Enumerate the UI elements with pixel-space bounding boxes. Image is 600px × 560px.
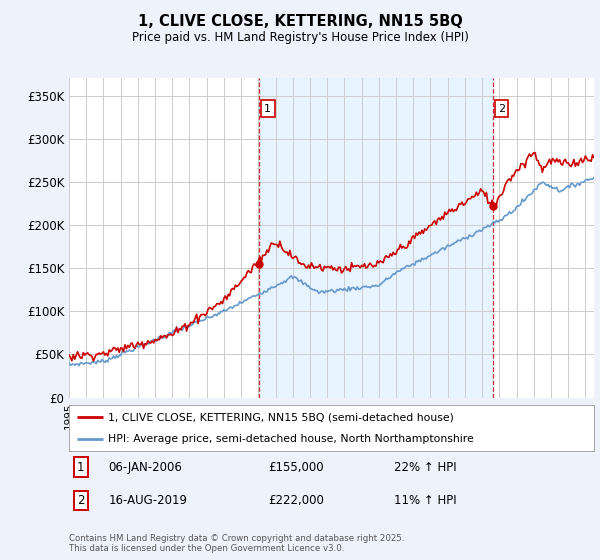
Text: Price paid vs. HM Land Registry's House Price Index (HPI): Price paid vs. HM Land Registry's House … <box>131 31 469 44</box>
Text: 22% ↑ HPI: 22% ↑ HPI <box>395 461 457 474</box>
Text: 1: 1 <box>77 461 85 474</box>
Text: 1, CLIVE CLOSE, KETTERING, NN15 5BQ: 1, CLIVE CLOSE, KETTERING, NN15 5BQ <box>137 14 463 29</box>
Text: HPI: Average price, semi-detached house, North Northamptonshire: HPI: Average price, semi-detached house,… <box>109 435 474 444</box>
Text: 1, CLIVE CLOSE, KETTERING, NN15 5BQ (semi-detached house): 1, CLIVE CLOSE, KETTERING, NN15 5BQ (sem… <box>109 412 454 422</box>
Bar <box>259 78 493 398</box>
Text: 1: 1 <box>264 104 271 114</box>
Text: 2: 2 <box>77 494 85 507</box>
Text: £155,000: £155,000 <box>269 461 324 474</box>
Text: 2: 2 <box>498 104 505 114</box>
Text: £222,000: £222,000 <box>269 494 325 507</box>
Text: Contains HM Land Registry data © Crown copyright and database right 2025.
This d: Contains HM Land Registry data © Crown c… <box>69 534 404 553</box>
Text: 06-JAN-2006: 06-JAN-2006 <box>109 461 182 474</box>
Text: 16-AUG-2019: 16-AUG-2019 <box>109 494 187 507</box>
Text: 11% ↑ HPI: 11% ↑ HPI <box>395 494 457 507</box>
